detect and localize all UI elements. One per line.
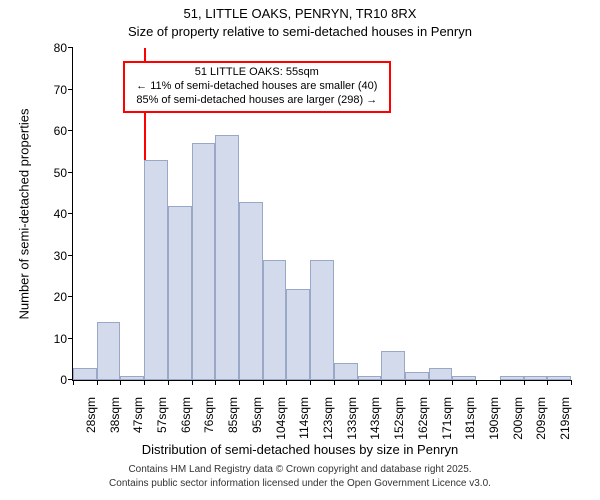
y-tick-label: 60 bbox=[54, 124, 73, 138]
bar bbox=[215, 135, 239, 380]
x-tick-mark bbox=[524, 380, 525, 385]
x-tick-label: 104sqm bbox=[274, 393, 288, 440]
x-tick-mark bbox=[547, 380, 548, 385]
bar bbox=[452, 376, 476, 380]
x-tick-label: 114sqm bbox=[297, 393, 311, 439]
annotation-line-2: ← 11% of semi-detached houses are smalle… bbox=[129, 80, 385, 94]
x-tick-label: 133sqm bbox=[345, 393, 359, 440]
footer-text-1: Contains HM Land Registry data © Crown c… bbox=[0, 464, 600, 475]
chart-title-2: Size of property relative to semi-detach… bbox=[0, 24, 600, 39]
x-tick-mark bbox=[120, 380, 121, 385]
y-tick-label: 40 bbox=[54, 207, 73, 221]
x-tick-mark bbox=[192, 380, 193, 385]
y-tick-label: 0 bbox=[60, 373, 73, 387]
bar bbox=[358, 376, 382, 380]
bar bbox=[381, 351, 405, 380]
bar bbox=[192, 143, 216, 380]
bar bbox=[239, 202, 263, 380]
y-tick-label: 80 bbox=[54, 41, 73, 55]
footer-text-2: Contains public sector information licen… bbox=[0, 478, 600, 489]
y-tick-mark bbox=[68, 47, 73, 48]
x-tick-mark bbox=[405, 380, 406, 385]
bar bbox=[286, 289, 310, 380]
x-tick-label: 219sqm bbox=[558, 393, 572, 440]
x-tick-mark bbox=[168, 380, 169, 385]
x-tick-label: 152sqm bbox=[392, 393, 406, 440]
y-tick-mark bbox=[68, 296, 73, 297]
bar bbox=[120, 376, 144, 380]
bar bbox=[263, 260, 287, 380]
y-tick-mark bbox=[68, 213, 73, 214]
x-tick-mark bbox=[571, 380, 572, 385]
bar bbox=[334, 363, 358, 380]
x-tick-mark bbox=[310, 380, 311, 385]
annotation-box: 51 LITTLE OAKS: 55sqm ← 11% of semi-deta… bbox=[123, 61, 391, 112]
x-tick-mark bbox=[97, 380, 98, 385]
x-tick-mark bbox=[239, 380, 240, 385]
annotation-line-3: 85% of semi-detached houses are larger (… bbox=[129, 94, 385, 108]
x-tick-mark bbox=[500, 380, 501, 385]
x-tick-label: 162sqm bbox=[416, 393, 430, 440]
y-tick-label: 30 bbox=[54, 249, 73, 263]
bar bbox=[500, 376, 524, 380]
x-tick-label: 181sqm bbox=[463, 393, 477, 440]
x-tick-mark bbox=[334, 380, 335, 385]
x-tick-mark bbox=[263, 380, 264, 385]
bar bbox=[429, 368, 453, 380]
x-tick-label: 47sqm bbox=[131, 393, 145, 433]
x-tick-label: 57sqm bbox=[155, 393, 169, 433]
x-tick-mark bbox=[73, 380, 74, 385]
x-tick-label: 123sqm bbox=[321, 393, 335, 440]
x-tick-label: 95sqm bbox=[250, 393, 264, 433]
x-tick-label: 143sqm bbox=[368, 393, 382, 440]
x-tick-label: 66sqm bbox=[179, 393, 193, 433]
x-tick-label: 171sqm bbox=[440, 393, 454, 440]
y-tick-mark bbox=[68, 338, 73, 339]
x-tick-label: 28sqm bbox=[84, 393, 98, 433]
bar bbox=[73, 368, 97, 380]
x-tick-mark bbox=[429, 380, 430, 385]
bar bbox=[97, 322, 121, 380]
y-tick-mark bbox=[68, 130, 73, 131]
x-tick-mark bbox=[358, 380, 359, 385]
y-tick-mark bbox=[68, 89, 73, 90]
bar bbox=[168, 206, 192, 380]
y-tick-label: 70 bbox=[54, 83, 73, 97]
bar bbox=[144, 160, 168, 380]
x-tick-label: 200sqm bbox=[511, 393, 525, 440]
y-tick-label: 10 bbox=[54, 332, 73, 346]
bar bbox=[524, 376, 548, 380]
x-tick-label: 190sqm bbox=[487, 393, 501, 440]
y-tick-label: 20 bbox=[54, 290, 73, 304]
x-tick-mark bbox=[476, 380, 477, 385]
x-tick-mark bbox=[215, 380, 216, 385]
plot-area: 51 LITTLE OAKS: 55sqm ← 11% of semi-deta… bbox=[72, 48, 571, 381]
x-tick-mark bbox=[452, 380, 453, 385]
x-tick-mark bbox=[381, 380, 382, 385]
bar bbox=[310, 260, 334, 380]
x-tick-label: 85sqm bbox=[226, 393, 240, 433]
x-tick-mark bbox=[144, 380, 145, 385]
x-tick-mark bbox=[286, 380, 287, 385]
y-tick-mark bbox=[68, 172, 73, 173]
annotation-line-1: 51 LITTLE OAKS: 55sqm bbox=[129, 66, 385, 80]
bar bbox=[405, 372, 429, 380]
x-axis-title: Distribution of semi-detached houses by … bbox=[0, 442, 600, 457]
x-tick-label: 76sqm bbox=[202, 393, 216, 433]
chart-container: 51, LITTLE OAKS, PENRYN, TR10 8RX Size o… bbox=[0, 0, 600, 500]
y-axis-title: Number of semi-detached properties bbox=[17, 109, 32, 320]
y-tick-mark bbox=[68, 255, 73, 256]
y-tick-label: 50 bbox=[54, 166, 73, 180]
x-tick-label: 38sqm bbox=[108, 393, 122, 433]
x-tick-label: 209sqm bbox=[534, 393, 548, 440]
bar bbox=[547, 376, 571, 380]
chart-title-1: 51, LITTLE OAKS, PENRYN, TR10 8RX bbox=[0, 6, 600, 21]
